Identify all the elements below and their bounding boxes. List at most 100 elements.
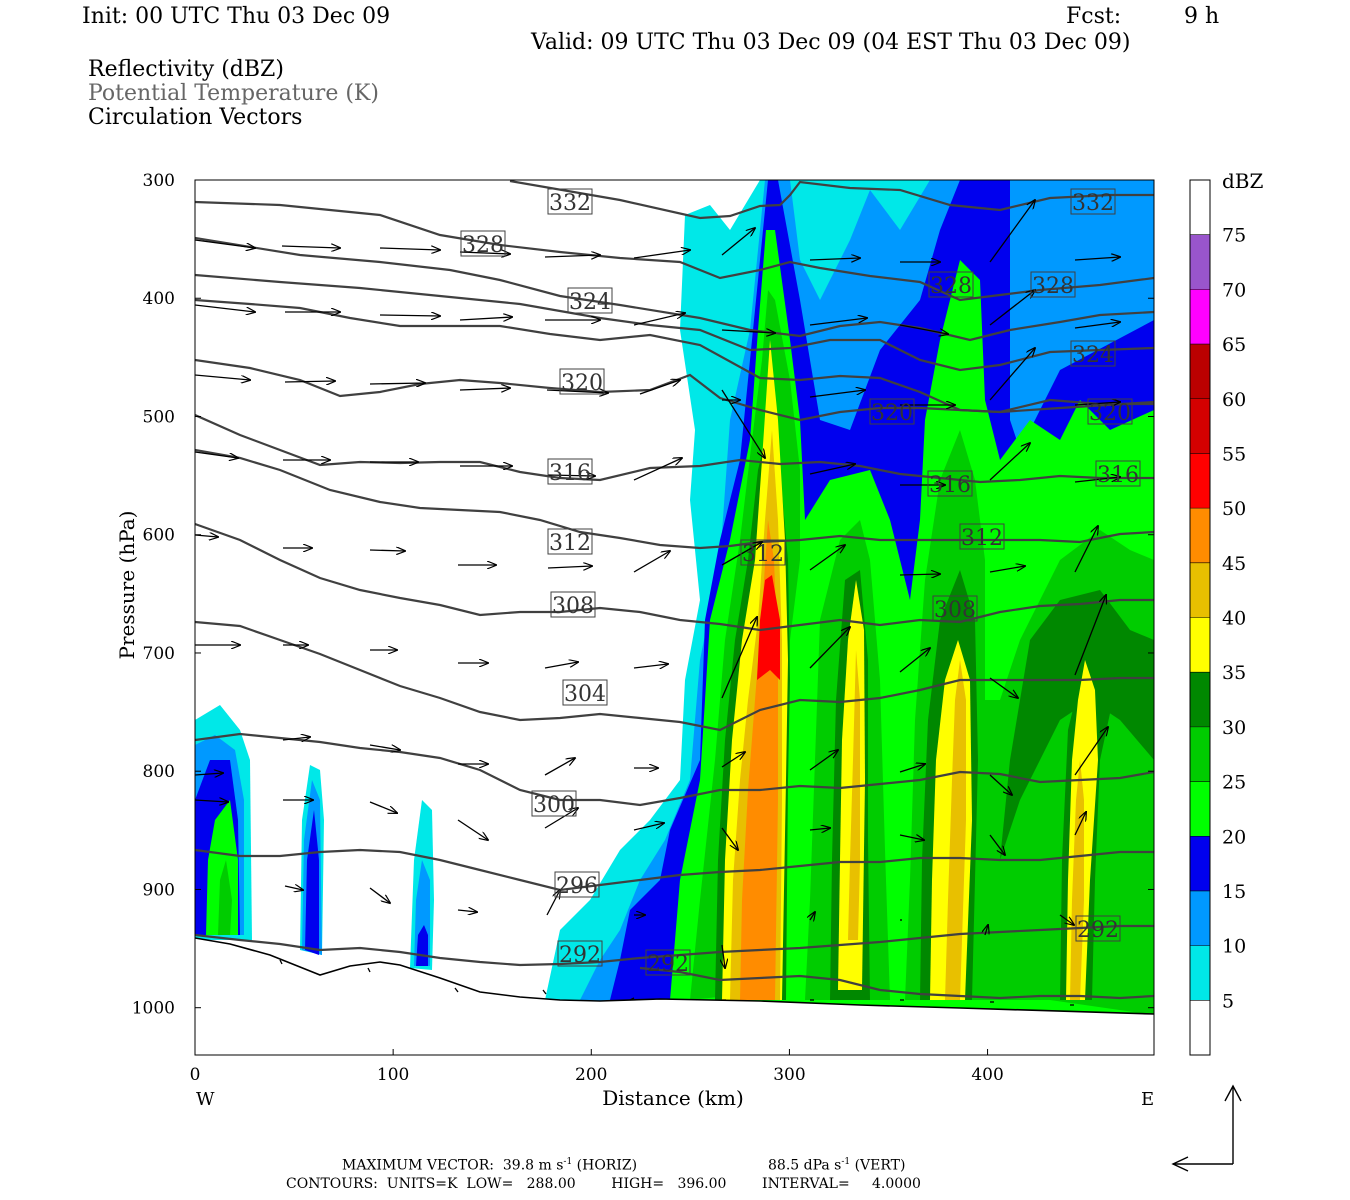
vector-arrow-29 (809, 390, 865, 398)
colorbar-swatch-8 (1190, 562, 1210, 618)
colorbar-label-75: 75 (1222, 225, 1246, 247)
reflectivity-field (195, 180, 1154, 1055)
theta-label-308: 308 (550, 591, 596, 619)
theta-label-box (547, 528, 593, 555)
colorbar-label-50: 50 (1222, 498, 1246, 520)
vector-arrow-25 (459, 388, 510, 390)
x-tick-label-0: 0 (190, 1065, 201, 1085)
vector-arrow-26 (546, 390, 608, 393)
colorbar-swatch-4 (1190, 781, 1210, 837)
vector-arrow-100 (454, 987, 459, 993)
vector-arrow-9 (989, 200, 1035, 263)
theta-label-292: 292 (557, 940, 603, 968)
forecast-label: Fcst: (1066, 4, 1122, 29)
vector-arrow-38 (633, 458, 682, 481)
west-label: W (196, 1089, 215, 1110)
vector-arrow-46 (369, 550, 405, 551)
theta-label-300: 300 (531, 790, 577, 818)
theta-label-text: 332 (1072, 191, 1114, 216)
x-tick-label-400: 400 (971, 1065, 1003, 1085)
cell-2-dbz-15 (305, 810, 319, 955)
theta-label-box (740, 539, 786, 566)
horiz-exponent: -1 (563, 1157, 573, 1167)
theta-label-text: 320 (1089, 401, 1131, 426)
vector-arrow-18 (809, 318, 867, 326)
horiz-label: (HORIZ) (572, 1157, 638, 1174)
theta-label-box (928, 271, 974, 298)
theta-line-9 (195, 620, 1154, 732)
theta-contours (195, 180, 1154, 1000)
y-tick-label-300: 300 (143, 171, 175, 191)
colorbar-label-40: 40 (1222, 608, 1246, 630)
vector-arrow-68 (369, 744, 400, 750)
vector-arrow-99 (367, 967, 371, 973)
theta-label-box (1075, 915, 1121, 942)
colorbar-swatch-15 (1190, 180, 1210, 235)
vector-arrow-83 (721, 827, 738, 850)
vector-arrow-85 (899, 835, 924, 840)
theta-label-text: 316 (549, 461, 591, 486)
theta-line-7 (195, 448, 1154, 550)
theta-line-1 (195, 200, 1154, 302)
theta-label-332: 332 (1070, 188, 1116, 216)
vector-arrow-53 (989, 566, 1025, 573)
vert-value: 88.5 dPa s (768, 1157, 842, 1174)
theta-label-324: 324 (1070, 340, 1116, 368)
vector-arrow-82 (633, 823, 664, 831)
field-vectors: Circulation Vectors (88, 105, 303, 130)
vector-arrow-22 (195, 374, 250, 380)
vector-arrow-7 (809, 258, 860, 260)
reference-vector-icon (1171, 1084, 1242, 1172)
x-axis-label: Distance (km) (602, 1086, 744, 1110)
colorbar-label-55: 55 (1222, 443, 1246, 465)
theta-label-box (547, 188, 593, 215)
axes: 300 400 500 600 700 800 900 1000 0 100 200 300 400 W E (132, 171, 1154, 1110)
theta-label-320: 320 (559, 368, 605, 396)
vector-arrow-97 (1059, 914, 1074, 925)
colorbar-swatch-5 (1190, 726, 1210, 782)
vector-arrow-91 (546, 890, 560, 916)
vector-arrow-52 (899, 574, 940, 575)
colorbar-swatch-6 (1190, 672, 1210, 727)
theta-label-text: 304 (564, 682, 606, 707)
theta-label-box (562, 679, 608, 706)
theta-label-box (1095, 460, 1141, 487)
vector-arrow-10 (1074, 257, 1120, 260)
vector-arrow-102 (629, 997, 635, 1001)
field-theta: Potential Temperature (K) (88, 81, 379, 106)
vector-arrow-14 (459, 317, 512, 320)
vector-arrow-40 (809, 464, 855, 475)
vector-arrow-70 (544, 758, 575, 776)
theta-label-324: 324 (567, 287, 613, 315)
colorbar-label-35: 35 (1222, 662, 1246, 684)
theta-line-3 (195, 273, 1154, 372)
vector-arrow-16 (633, 313, 685, 326)
theta-label-text: 312 (549, 531, 591, 556)
vector-arrow-62 (809, 627, 850, 669)
theta-line-6 (195, 413, 1154, 484)
vector-arrow-88 (284, 886, 303, 890)
theta-label-text: 292 (559, 943, 601, 968)
theta-label-312: 312 (959, 523, 1005, 551)
x-tick-label-100: 100 (377, 1065, 409, 1085)
colorbar-swatch-7 (1190, 617, 1210, 673)
theta-label-box (567, 287, 613, 314)
vector-arrow-44 (195, 535, 218, 537)
field-reflectivity: Reflectivity (dBZ) (88, 57, 284, 82)
forecast-hour: 9 h (1184, 4, 1220, 29)
theta-label-text: 316 (1097, 463, 1139, 488)
theta-label-text: 320 (561, 371, 603, 396)
vector-arrow-24 (369, 383, 425, 384)
theta-label-292: 292 (645, 949, 691, 977)
theta-label-box (550, 591, 596, 618)
theta-label-316: 316 (927, 470, 973, 498)
vector-arrow-4 (544, 255, 600, 257)
colorbar-swatch-12 (1190, 344, 1210, 399)
theta-label-text: 296 (556, 874, 598, 899)
colorbar-label-65: 65 (1222, 334, 1246, 356)
theta-line-5 (195, 358, 1154, 422)
vector-arrow-75 (989, 774, 1012, 795)
plot-frame (194, 179, 1155, 1056)
colorbar-swatch-1 (1190, 945, 1210, 1001)
